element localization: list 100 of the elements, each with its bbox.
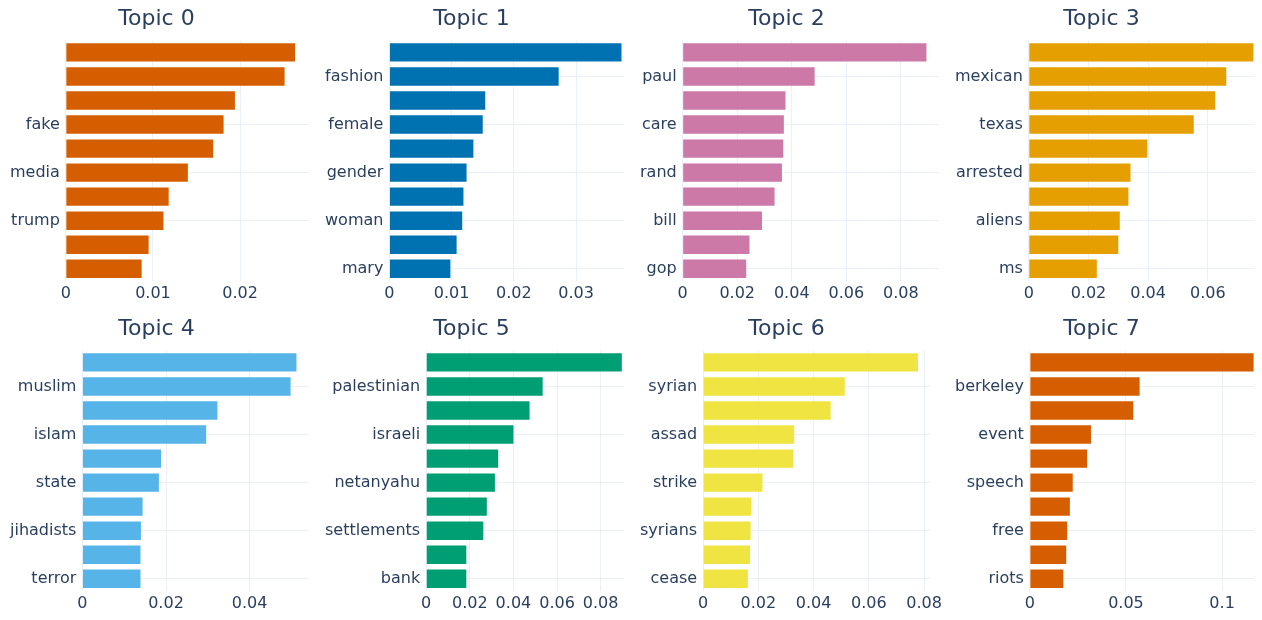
x-tick-label: 0.04 bbox=[1130, 282, 1166, 302]
bar bbox=[389, 235, 457, 254]
bar bbox=[1030, 497, 1070, 516]
bar bbox=[82, 497, 143, 516]
y-tick-label: care bbox=[642, 113, 677, 133]
y-tick-label: bill bbox=[653, 209, 677, 229]
bar bbox=[703, 377, 845, 396]
bar bbox=[703, 401, 831, 420]
bar bbox=[683, 163, 782, 182]
bar bbox=[426, 377, 543, 396]
chart-title: Topic 1 bbox=[432, 4, 510, 30]
bar bbox=[82, 401, 218, 420]
bar bbox=[82, 449, 161, 468]
bar bbox=[426, 521, 484, 540]
bar bbox=[683, 115, 784, 134]
bar bbox=[66, 139, 214, 158]
x-tick-label: 0.04 bbox=[795, 592, 832, 612]
x-tick-label: 0.08 bbox=[906, 592, 942, 612]
bar bbox=[1030, 545, 1067, 564]
y-tick-label: berkeley bbox=[955, 375, 1024, 395]
bar bbox=[683, 43, 927, 62]
chart-title: Topic 3 bbox=[1062, 4, 1140, 30]
bar bbox=[703, 425, 795, 444]
x-tick-label: 0.1 bbox=[1209, 592, 1235, 612]
y-tick-label: trump bbox=[11, 209, 60, 229]
bar bbox=[1030, 377, 1140, 396]
bar bbox=[82, 473, 159, 492]
x-tick-label: 0.02 bbox=[496, 282, 532, 302]
bar bbox=[389, 259, 451, 278]
bar bbox=[389, 163, 467, 182]
bar bbox=[683, 211, 763, 230]
bar bbox=[1029, 163, 1131, 182]
bar bbox=[66, 163, 188, 182]
bar bbox=[389, 187, 464, 206]
x-tick-label: 0.02 bbox=[452, 592, 488, 612]
y-tick-label: arrested bbox=[956, 161, 1023, 181]
y-tick-label: gop bbox=[646, 257, 677, 277]
bar bbox=[82, 425, 207, 444]
bar bbox=[1029, 91, 1216, 110]
x-tick-label: 0 bbox=[1024, 592, 1035, 612]
bar bbox=[703, 569, 748, 588]
y-tick-label: media bbox=[9, 161, 60, 181]
bar bbox=[426, 545, 467, 564]
bar bbox=[1030, 353, 1254, 372]
bar bbox=[82, 353, 297, 372]
y-tick-label: female bbox=[328, 113, 384, 133]
chart-title: Topic 4 bbox=[117, 314, 195, 340]
y-tick-label: fake bbox=[25, 113, 60, 133]
bar bbox=[66, 187, 169, 206]
bar bbox=[683, 91, 786, 110]
bar bbox=[1029, 235, 1119, 254]
x-tick-label: 0.01 bbox=[135, 282, 171, 302]
y-tick-label: woman bbox=[325, 209, 384, 229]
y-tick-label: jihadists bbox=[8, 519, 77, 539]
bar bbox=[1029, 259, 1097, 278]
bar bbox=[66, 235, 149, 254]
y-tick-label: state bbox=[35, 471, 77, 491]
y-tick-label: islam bbox=[33, 423, 77, 443]
chart-title: Topic 2 bbox=[747, 4, 825, 30]
y-tick-label: netanyahu bbox=[334, 471, 421, 491]
y-tick-label: syrian bbox=[648, 375, 698, 395]
x-tick-label: 0.04 bbox=[773, 282, 810, 302]
x-tick-label: 0 bbox=[384, 282, 395, 302]
bar bbox=[703, 497, 752, 516]
bar bbox=[1030, 449, 1088, 468]
x-tick-label: 0.02 bbox=[740, 592, 777, 612]
bar bbox=[426, 569, 467, 588]
x-tick-label: 0.04 bbox=[495, 592, 532, 612]
bar bbox=[426, 497, 487, 516]
bar bbox=[66, 115, 224, 134]
bar bbox=[426, 425, 514, 444]
bar bbox=[1030, 521, 1068, 540]
bar bbox=[1029, 139, 1148, 158]
bar bbox=[426, 449, 499, 468]
bar bbox=[703, 353, 918, 372]
bar bbox=[82, 569, 141, 588]
bar bbox=[683, 67, 815, 86]
x-tick-label: 0 bbox=[421, 592, 432, 612]
y-tick-label: bank bbox=[380, 567, 421, 587]
y-tick-label: mexican bbox=[954, 65, 1023, 85]
x-tick-label: 0.02 bbox=[719, 282, 756, 302]
bar bbox=[683, 235, 750, 254]
bar bbox=[683, 187, 775, 206]
bar bbox=[683, 259, 747, 278]
x-tick-label: 0.01 bbox=[433, 282, 470, 302]
bar bbox=[683, 139, 784, 158]
bar bbox=[426, 473, 495, 492]
bar bbox=[389, 211, 463, 230]
y-tick-label: paul bbox=[642, 65, 677, 85]
y-tick-label: riots bbox=[988, 567, 1024, 587]
y-tick-label: free bbox=[992, 519, 1024, 539]
y-tick-label: texas bbox=[979, 113, 1023, 133]
y-tick-label: settlements bbox=[324, 519, 421, 539]
bar bbox=[1030, 401, 1134, 420]
x-tick-label: 0 bbox=[1023, 282, 1034, 302]
x-tick-label: 0.02 bbox=[1070, 282, 1107, 302]
y-tick-label: cease bbox=[650, 567, 698, 587]
y-tick-label: assad bbox=[650, 423, 698, 443]
y-tick-label: fashion bbox=[325, 65, 384, 85]
y-tick-label: israeli bbox=[372, 423, 421, 443]
